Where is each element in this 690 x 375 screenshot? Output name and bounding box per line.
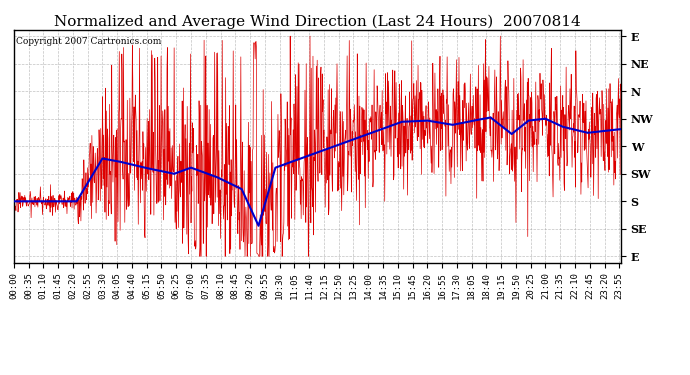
Text: Copyright 2007 Cartronics.com: Copyright 2007 Cartronics.com (16, 37, 161, 46)
Title: Normalized and Average Wind Direction (Last 24 Hours)  20070814: Normalized and Average Wind Direction (L… (54, 15, 581, 29)
